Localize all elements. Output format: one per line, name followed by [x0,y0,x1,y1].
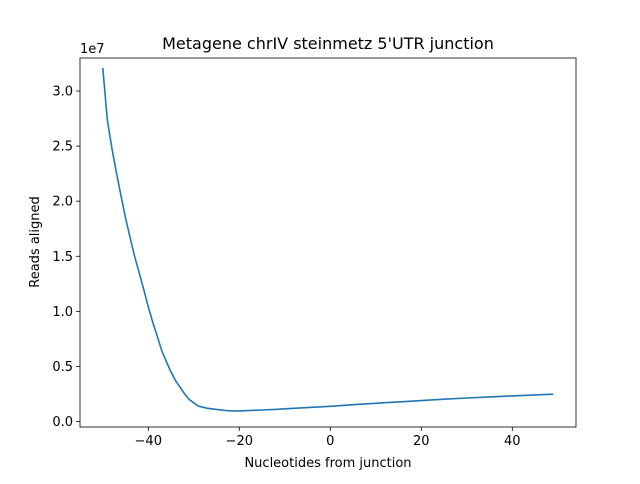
y-tick-label: 1.0 [52,305,73,320]
y-tick-label: 2.5 [52,140,73,155]
y-tick-label: 3.0 [52,85,73,100]
x-tick-label: 40 [504,434,521,449]
chart-title: Metagene chrIV steinmetz 5'UTR junction [162,34,494,53]
x-tick-label: 20 [413,434,430,449]
x-ticks: −40 −20 0 20 40 [135,427,521,449]
series-group [102,67,554,412]
y-axis-label: Reads aligned [28,196,43,288]
x-tick-label: −20 [226,434,253,449]
x-tick-label: 0 [326,434,334,449]
y-ticks: 0.0 0.5 1.0 1.5 2.0 2.5 3.0 [52,85,80,430]
x-tick-label: −40 [135,434,162,449]
y-tick-label: 0.0 [52,415,73,430]
y-tick-label: 1.5 [52,250,73,265]
y-tick-label: 2.0 [52,195,73,210]
y-offset-text: 1e7 [80,42,105,57]
plot-frame [79,57,577,428]
series-line-0 [102,67,554,412]
axes [79,57,577,428]
x-axis-label: Nucleotides from junction [244,456,411,471]
y-tick-label: 0.5 [52,360,73,375]
